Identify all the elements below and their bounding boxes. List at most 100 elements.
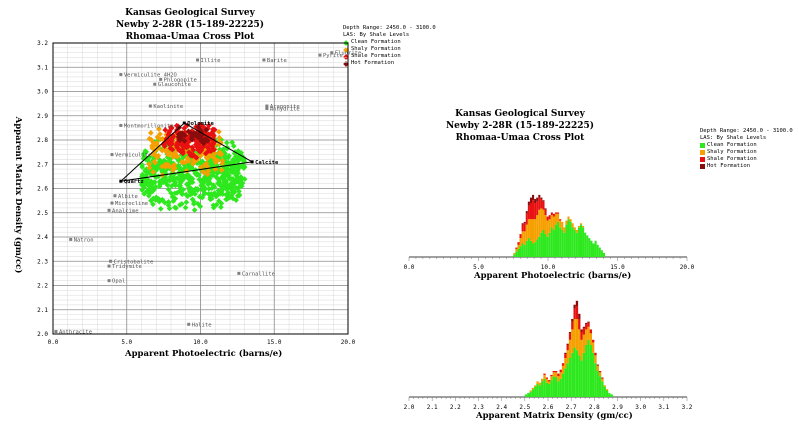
- scatter-point: [143, 180, 150, 186]
- mineral-point: [196, 58, 200, 62]
- pe-hist-bar: [517, 248, 520, 257]
- crossplot-title-line: Newby 2-28R (15-189-22225): [115, 20, 265, 30]
- scatter-point: [187, 152, 194, 159]
- scatter-point: [177, 202, 183, 208]
- scatter-point: [217, 183, 224, 189]
- mineral-label: Anhydrite: [270, 106, 300, 112]
- pe-hist-bar: [521, 231, 524, 244]
- scatter-point: [216, 198, 222, 204]
- pe-hist-title-line: Rhomaa-Umaa Cross Plot: [455, 133, 585, 143]
- scatter-point: [156, 126, 162, 132]
- mineral-triangle: [119, 122, 254, 182]
- pe-hist-bar: [577, 227, 580, 257]
- mineral-point: [109, 259, 113, 263]
- scatter-point: [194, 171, 201, 177]
- mineral-label: Phlogopite: [164, 77, 197, 83]
- scatter-point: [185, 175, 192, 182]
- pe-hist-bar: [550, 215, 553, 228]
- mineral-label: Halite: [192, 322, 212, 328]
- mineral-point: [182, 121, 186, 125]
- scatter-point: [140, 180, 147, 187]
- pe-hist-bar: [561, 230, 564, 257]
- pe-hist-bar: [565, 220, 568, 225]
- pe-hist-bar: [582, 227, 585, 257]
- scatter-point: [149, 143, 155, 149]
- rho-hist-bar: [543, 373, 546, 375]
- scatter-point: [157, 136, 164, 143]
- rho-hist-bar: [548, 380, 551, 382]
- pe-hist-bar: [523, 231, 526, 245]
- mineral-label: Quartz: [124, 179, 144, 185]
- scatter-point: [176, 166, 183, 172]
- pe-hist-bar: [542, 209, 545, 230]
- scatter-point: [161, 143, 168, 150]
- y-tick-label: 2.8: [37, 137, 48, 144]
- scatter-point: [218, 204, 224, 210]
- scatter-point: [236, 192, 243, 198]
- scatter-point: [165, 199, 172, 205]
- scatter-point: [199, 183, 205, 190]
- mineral-point: [107, 264, 111, 268]
- mineral-point: [237, 271, 241, 275]
- pe-hist-bar: [573, 230, 576, 257]
- rho-hist-bar: [541, 378, 544, 382]
- pe-hist-bar: [534, 219, 537, 243]
- scatter-point: [205, 181, 211, 188]
- rho-hist-bar: [557, 373, 560, 377]
- shale-swatch-icon: [700, 157, 705, 162]
- pe-hist-bar: [546, 236, 549, 257]
- scatter-point: [171, 161, 178, 168]
- scatter-point: [183, 199, 190, 206]
- scatter-point: [233, 197, 239, 204]
- scatter-point: [228, 180, 235, 186]
- scatter-point: [189, 133, 195, 139]
- scatter-point: [213, 193, 220, 200]
- rho-hist-tick-label: 3.1: [658, 404, 669, 411]
- scatter-point: [171, 175, 178, 182]
- scatter-point: [217, 150, 224, 156]
- pe-hist-bar: [540, 208, 543, 233]
- rho-hist-bar: [603, 385, 606, 387]
- pe-hist-tick-label: 20.0: [680, 264, 695, 271]
- rho-hist-bar: [610, 394, 613, 397]
- mineral-point: [265, 106, 269, 110]
- legend-item-shaly: Shaly Formation: [343, 46, 436, 53]
- scatter-point: [170, 132, 176, 139]
- pe-hist-bar: [542, 230, 545, 257]
- scatter-point: [216, 134, 223, 141]
- pe-hist-bar: [534, 198, 537, 203]
- mineral-label: Cristobalite: [114, 259, 154, 265]
- rho-hist-bar: [531, 389, 535, 397]
- pe-hist-bar: [517, 242, 520, 245]
- x-tick-label: 10.0: [193, 339, 208, 346]
- mineral-point: [265, 104, 269, 108]
- mineral-label: Anthracite: [59, 330, 92, 336]
- x-tick-label: 20.0: [341, 339, 356, 346]
- scatter-point: [149, 183, 155, 190]
- legend-header: LAS: By Shale Levels: [700, 135, 767, 141]
- rho-hist-bar: [573, 304, 576, 309]
- scatter-point: [211, 146, 218, 153]
- rho-hist-bar: [564, 354, 567, 358]
- rho-hist-x-axis-label: Apparent Matrix Density (gm/cc): [476, 411, 633, 421]
- scatter-point: [216, 178, 222, 184]
- rho-hist-tick-label: 2.8: [589, 404, 600, 411]
- scatter-point: [173, 205, 179, 211]
- scatter-point: [176, 147, 183, 154]
- mineral-label: Natron: [74, 237, 94, 243]
- scatter-point: [210, 172, 216, 179]
- crossplot-title-line: Kansas Geological Survey: [125, 8, 255, 18]
- scatter-point: [181, 175, 187, 181]
- pe-hist-bar: [557, 213, 560, 222]
- mineral-label: Opal: [112, 279, 125, 285]
- pe-hist-bar: [561, 221, 564, 230]
- scatter-point: [179, 187, 186, 194]
- y-tick-label: 2.9: [37, 113, 48, 120]
- pe-hist-bar: [534, 203, 537, 220]
- scatter-point: [150, 201, 156, 208]
- scatter-point: [191, 207, 198, 213]
- mineral-point: [107, 208, 111, 212]
- scatter-point: [229, 139, 236, 146]
- pe-hist-bar: [559, 219, 562, 221]
- scatter-point: [241, 164, 248, 171]
